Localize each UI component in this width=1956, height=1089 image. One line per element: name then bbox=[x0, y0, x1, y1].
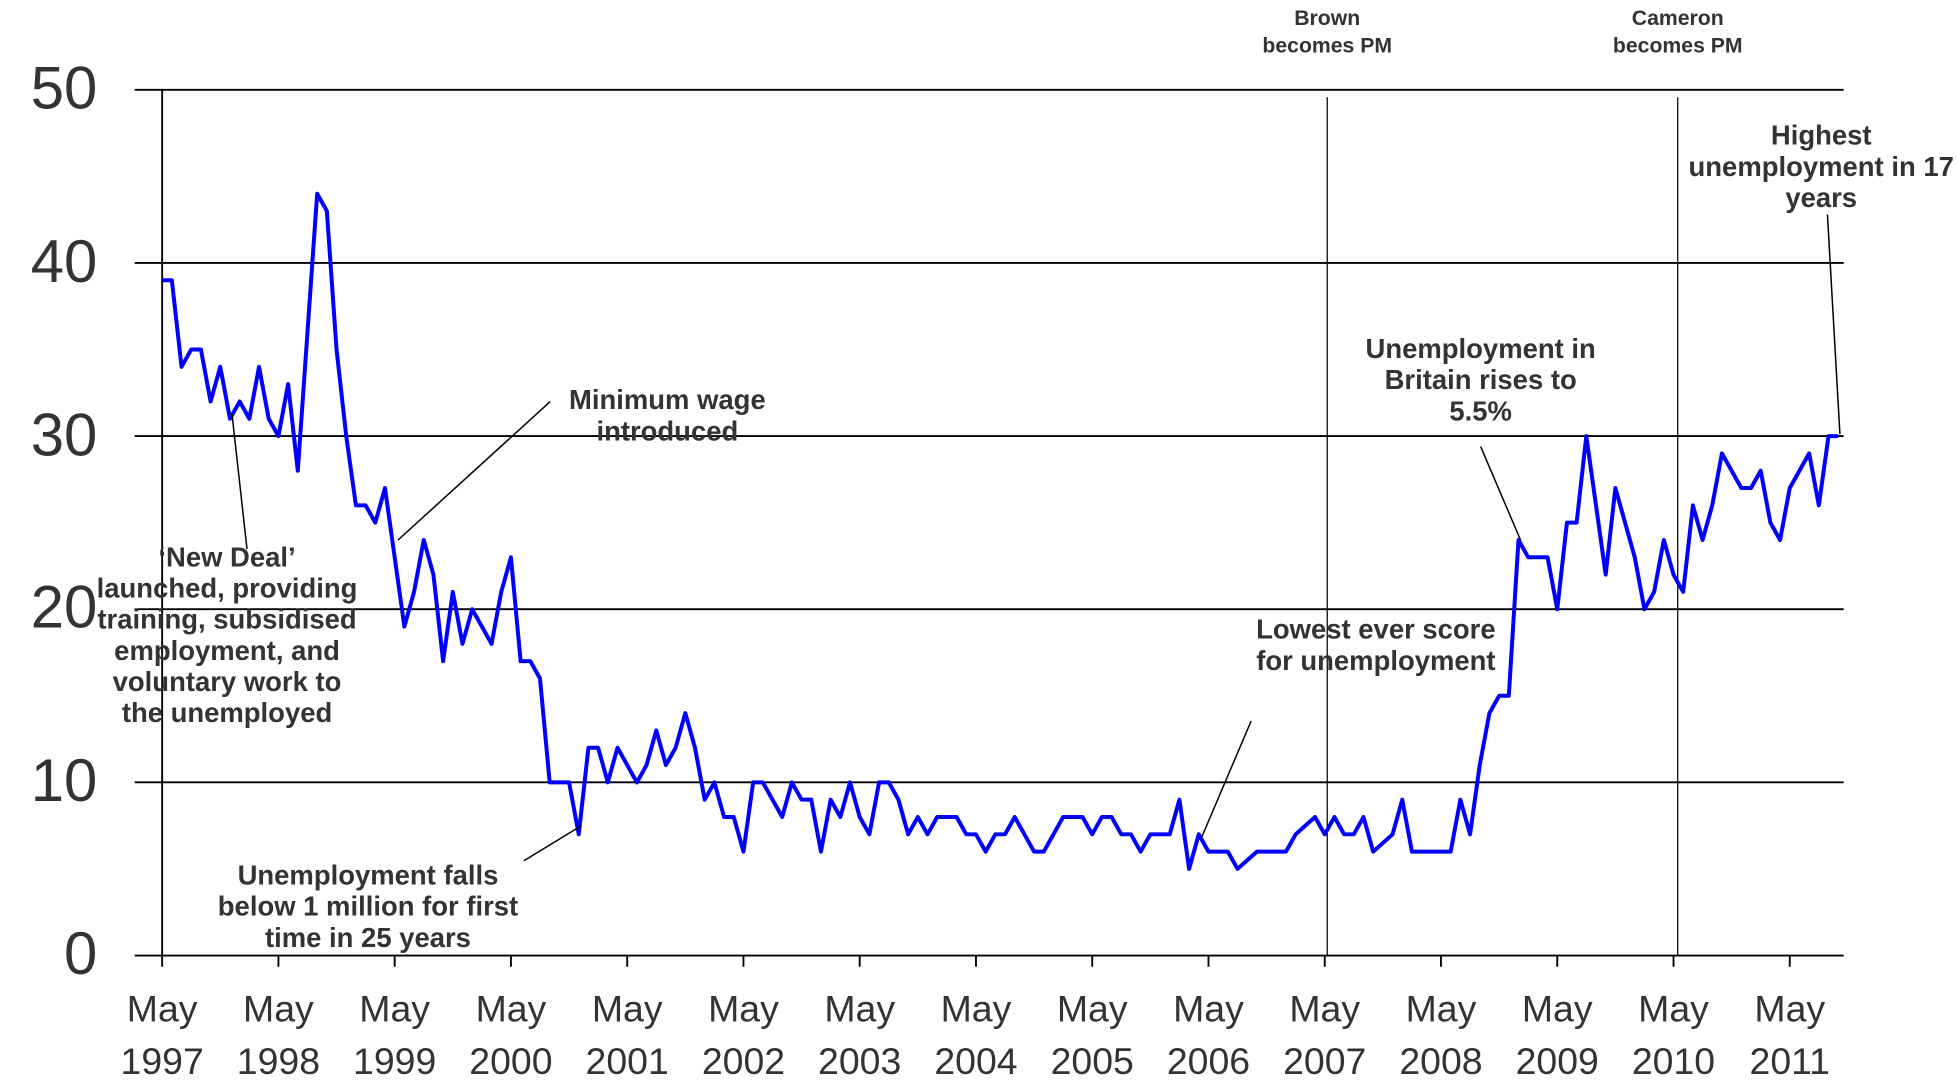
annotation: Brown becomes PM bbox=[1262, 6, 1393, 58]
x-tick-label: May 2009 bbox=[1515, 989, 1599, 1083]
x-tick-label: May 2006 bbox=[1166, 989, 1251, 1083]
x-tick-label: May 2010 bbox=[1631, 989, 1716, 1083]
annotation: Cameron becomes PM bbox=[1612, 6, 1743, 58]
y-tick-label: 10 bbox=[30, 748, 98, 815]
x-tick-label: May 2000 bbox=[469, 989, 553, 1083]
x-tick-label: May 2003 bbox=[818, 989, 902, 1083]
annotation-pointer bbox=[231, 414, 248, 549]
x-tick-label: May 2007 bbox=[1283, 989, 1367, 1083]
y-tick-label: 50 bbox=[30, 56, 98, 123]
annotation-pointer bbox=[523, 825, 582, 862]
annotation: Lowest ever score for unemployment bbox=[1256, 613, 1496, 677]
annotation-pointer bbox=[1200, 720, 1252, 839]
x-tick-label: May 2002 bbox=[701, 989, 786, 1083]
annotation: Unemployment in Britain rises to 5.5% bbox=[1365, 333, 1596, 427]
annotation: Unemployment falls below 1 million for f… bbox=[217, 859, 519, 954]
x-tick-label: May 1999 bbox=[353, 989, 437, 1083]
annotation: Minimum wage introduced bbox=[569, 384, 766, 447]
annotation-pointer bbox=[1479, 446, 1522, 541]
y-tick-label: 30 bbox=[30, 402, 98, 469]
annotation-pointer bbox=[1826, 214, 1841, 435]
x-tick-label: May 2005 bbox=[1050, 989, 1134, 1083]
data-line bbox=[162, 191, 1839, 871]
annotation-pointer bbox=[397, 401, 551, 541]
x-tick-label: May 1998 bbox=[236, 989, 321, 1083]
x-tick-label: May 2011 bbox=[1749, 989, 1830, 1083]
y-tick-label: 0 bbox=[63, 921, 98, 988]
y-tick-label: 40 bbox=[30, 229, 98, 296]
y-tick-label: 20 bbox=[30, 575, 98, 642]
x-tick-label: May 2004 bbox=[934, 989, 1018, 1083]
annotation: Highest unemployment in 17 years bbox=[1688, 119, 1954, 214]
x-tick-label: May 1997 bbox=[120, 989, 204, 1083]
annotation: ‘New Deal’ launched, providing training,… bbox=[96, 541, 358, 729]
x-tick-label: May 2008 bbox=[1399, 989, 1483, 1083]
x-tick-label: May 2001 bbox=[585, 989, 669, 1083]
